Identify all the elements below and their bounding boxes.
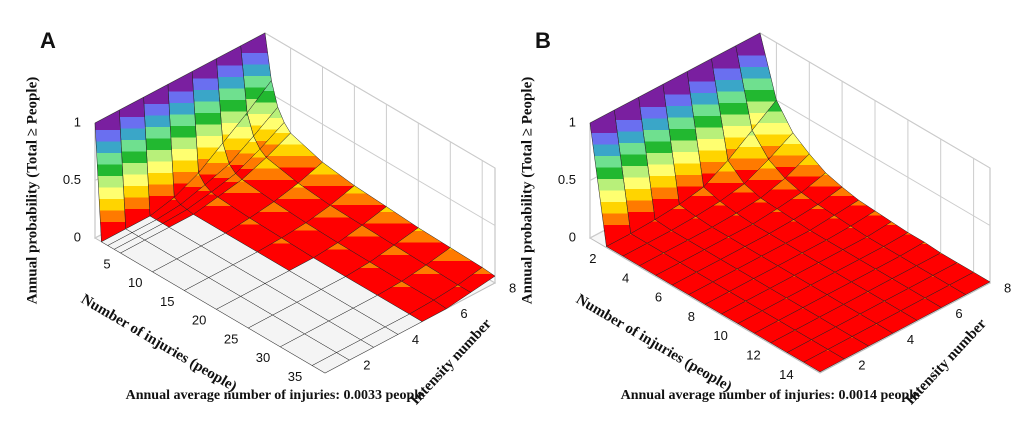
x-tick-label: 30 — [256, 350, 270, 365]
z-axis-label: Annual probability (Total ≥ People) — [24, 77, 40, 304]
x-tick-label: 14 — [779, 367, 793, 382]
x-tick-label: 35 — [288, 369, 302, 384]
y-tick-label: 2 — [858, 358, 865, 373]
y-tick-label: 2 — [363, 358, 370, 373]
x-tick-label: 4 — [622, 270, 629, 285]
x-tick-label: 10 — [713, 328, 727, 343]
y-tick-label: 4 — [907, 332, 914, 347]
x-tick-label: 15 — [160, 294, 174, 309]
x-tick-label: 8 — [688, 309, 695, 324]
x-tick-label: 12 — [746, 348, 760, 363]
y-tick-label: 6 — [955, 306, 962, 321]
x-tick-label: 25 — [224, 331, 238, 346]
caption: Annual average number of injuries: 0.001… — [621, 388, 920, 403]
surface-cell — [803, 349, 845, 373]
z-tick-label: 0.5 — [558, 172, 576, 187]
z-tick-label: 0 — [74, 229, 81, 244]
x-tick-label: 2 — [589, 251, 596, 266]
z-tick-label: 1 — [569, 114, 576, 129]
z-axis-label: Annual probability (Total ≥ People) — [519, 77, 535, 304]
surface-cell — [311, 352, 350, 374]
x-tick-label: 20 — [192, 313, 206, 328]
y-tick-label: 8 — [509, 280, 516, 295]
y-tick-label: 6 — [460, 306, 467, 321]
caption: Annual average number of injuries: 0.003… — [126, 388, 425, 403]
z-tick-label: 1 — [74, 114, 81, 129]
z-tick-label: 0 — [569, 229, 576, 244]
y-tick-label: 4 — [412, 332, 419, 347]
z-tick-label: 0.5 — [63, 172, 81, 187]
x-tick-label: 6 — [655, 290, 662, 305]
x-tick-label: 5 — [103, 256, 110, 271]
x-tick-label: 10 — [128, 275, 142, 290]
panel-label: A — [40, 28, 56, 53]
panel-label: B — [535, 28, 551, 53]
y-tick-label: 8 — [1004, 280, 1011, 295]
